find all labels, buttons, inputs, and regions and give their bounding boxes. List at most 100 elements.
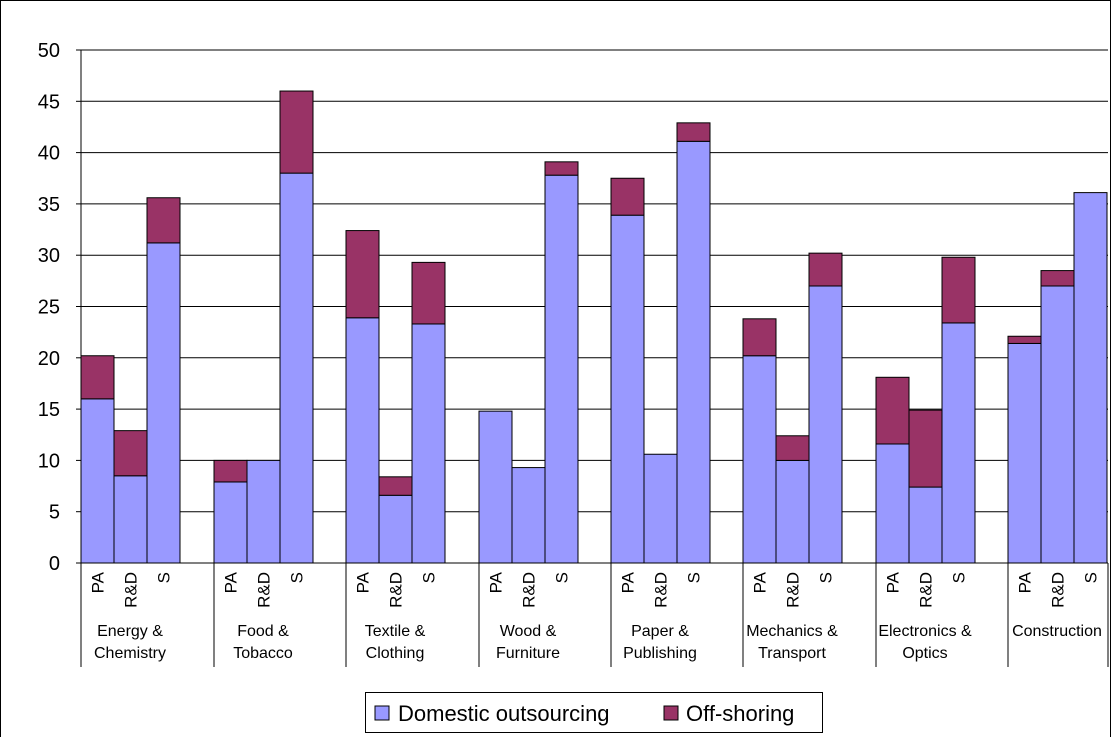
bar-off-shoring — [146, 197, 181, 244]
y-tick-label: 50 — [38, 40, 60, 62]
x-axis-labels: PA R&D S Energy & Chemistry PA R&D S Food & Tobac… — [89, 571, 1102, 662]
y-tick-label: 20 — [38, 348, 60, 370]
sub-category-label: S — [817, 572, 836, 583]
bar-domestic-outsourcing — [908, 486, 943, 564]
sub-category-label: PA — [884, 571, 903, 593]
bar-domestic-outsourcing — [610, 214, 645, 564]
sub-category-label: PA — [354, 571, 373, 593]
bar-domestic-outsourcing — [146, 242, 181, 564]
group-label: Electronics & — [878, 623, 972, 640]
bar-domestic-outsourcing — [345, 317, 380, 564]
bar-domestic-outsourcing — [246, 459, 281, 564]
bar-domestic-outsourcing — [808, 285, 843, 564]
bar-off-shoring — [345, 230, 380, 319]
sub-category-label: R&D — [1049, 572, 1068, 608]
bar-off-shoring — [908, 409, 943, 488]
group-label: Energy & — [97, 623, 163, 640]
legend-label-domestic-outsourcing: Domestic outsourcing — [398, 701, 610, 726]
group-label: Transport — [758, 645, 826, 662]
bar-domestic-outsourcing — [875, 443, 910, 564]
bar-domestic-outsourcing — [1007, 342, 1042, 564]
group-label: Wood & — [500, 623, 557, 640]
y-tick-label: 25 — [38, 297, 60, 319]
y-tick-label: 35 — [38, 194, 60, 216]
y-tick-label: 15 — [38, 399, 60, 421]
group-label: Food & — [237, 623, 289, 640]
bar-off-shoring — [113, 430, 148, 477]
group-label: Clothing — [366, 645, 425, 662]
bar-domestic-outsourcing — [279, 172, 314, 564]
group-label: Chemistry — [94, 645, 166, 662]
bar-domestic-outsourcing — [378, 494, 413, 564]
group-label: Textile & — [365, 623, 426, 640]
group-label: Optics — [902, 645, 947, 662]
bar-off-shoring — [610, 177, 645, 216]
bar-off-shoring — [544, 161, 579, 176]
bar-off-shoring — [676, 122, 711, 142]
sub-category-label: R&D — [387, 572, 406, 608]
bar-off-shoring — [808, 252, 843, 287]
bar-domestic-outsourcing — [941, 322, 976, 564]
bar-off-shoring — [1040, 270, 1075, 287]
y-tick-label: 40 — [38, 143, 60, 165]
group-label: Tobacco — [233, 645, 293, 662]
bar-domestic-outsourcing — [775, 459, 810, 564]
bar-off-shoring — [213, 459, 248, 483]
y-tick-label: 10 — [38, 450, 60, 472]
legend-swatch-domestic-outsourcing — [374, 705, 390, 721]
bar-off-shoring — [941, 256, 976, 324]
group-label: Furniture — [496, 645, 560, 662]
bar-off-shoring — [775, 435, 810, 461]
bar-off-shoring — [378, 476, 413, 496]
sub-category-label: R&D — [917, 572, 936, 608]
sub-category-label: PA — [751, 571, 770, 593]
sub-category-label: R&D — [122, 572, 141, 608]
bar-off-shoring — [742, 318, 777, 357]
bar-domestic-outsourcing — [1073, 192, 1108, 564]
bar-off-shoring — [279, 90, 314, 174]
group-label: Construction — [1012, 623, 1102, 640]
sub-category-label: PA — [89, 571, 108, 593]
sub-category-label: R&D — [520, 572, 539, 608]
legend: Domestic outsourcing Off-shoring — [365, 692, 823, 733]
bar-domestic-outsourcing — [676, 140, 711, 564]
bar-domestic-outsourcing — [213, 481, 248, 564]
y-axis-tick-labels: 0 5 10 15 20 25 30 35 40 45 50 — [38, 40, 60, 575]
sub-category-label: S — [553, 572, 572, 583]
sub-category-label: R&D — [784, 572, 803, 608]
sub-category-label: PA — [1016, 571, 1035, 593]
sub-category-label: PA — [487, 571, 506, 593]
bars — [80, 90, 1108, 564]
bar-domestic-outsourcing — [478, 410, 513, 564]
bar-domestic-outsourcing — [113, 475, 148, 564]
group-label: Publishing — [623, 645, 697, 662]
sub-category-label: R&D — [255, 572, 274, 608]
bar-domestic-outsourcing — [511, 467, 546, 564]
legend-box — [365, 692, 823, 733]
bar-off-shoring — [1007, 335, 1042, 344]
sub-category-label: PA — [222, 571, 241, 593]
bar-off-shoring — [411, 261, 446, 325]
bar-off-shoring — [875, 376, 910, 445]
y-tick-label: 0 — [49, 553, 60, 575]
sub-category-label: S — [1082, 572, 1101, 583]
bar-domestic-outsourcing — [643, 453, 678, 564]
bar-domestic-outsourcing — [80, 398, 115, 564]
sub-category-label: S — [420, 572, 439, 583]
sub-category-label: S — [155, 572, 174, 583]
bar-domestic-outsourcing — [411, 323, 446, 564]
sub-category-label: S — [950, 572, 969, 583]
axes — [76, 49, 1109, 667]
legend-label-off-shoring: Off-shoring — [686, 701, 794, 726]
group-label: Mechanics & — [746, 623, 838, 640]
sub-category-label: PA — [619, 571, 638, 593]
sub-category-label: R&D — [652, 572, 671, 608]
y-tick-label: 5 — [49, 502, 60, 524]
y-tick-label: 45 — [38, 91, 60, 113]
group-label: Paper & — [631, 623, 689, 640]
y-tick-label: 30 — [38, 245, 60, 267]
bar-off-shoring — [80, 355, 115, 400]
bar-domestic-outsourcing — [742, 355, 777, 564]
